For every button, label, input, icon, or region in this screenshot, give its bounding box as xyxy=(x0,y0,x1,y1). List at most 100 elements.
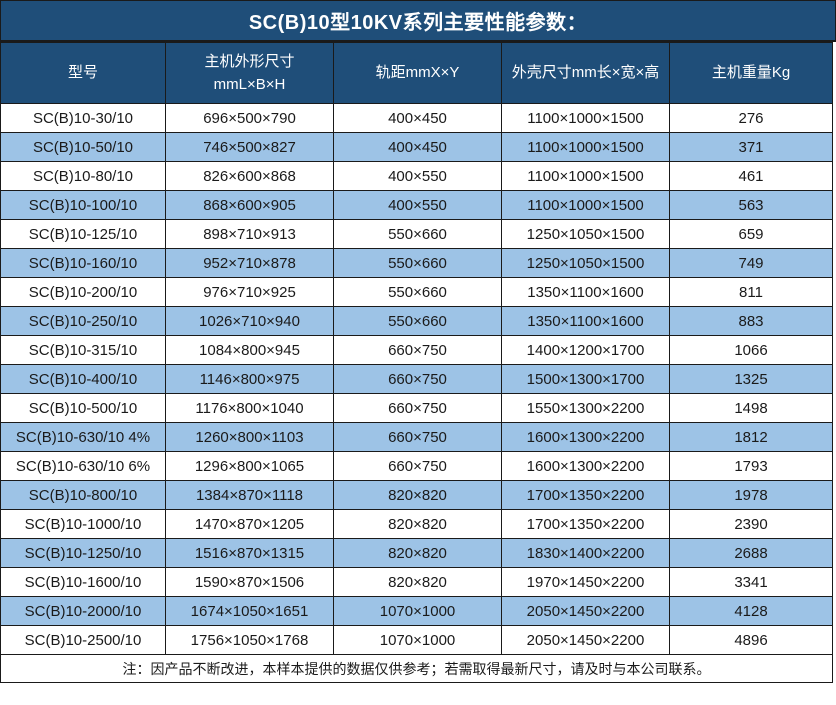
column-header: 主机外形尺寸 mmL×B×H xyxy=(165,42,334,104)
table-row: SC(B)10-80/10 826×600×868 400×550 1100×1000… xyxy=(0,161,833,191)
table-row: SC(B)10-1600/10 1590×870×1506 820×820 1970×… xyxy=(0,567,833,597)
column-header-line: 外壳尺寸mm长×宽×高 xyxy=(511,64,660,82)
table-row: SC(B)10-160/10 952×710×878 550×660 1250×105… xyxy=(0,248,833,278)
table-cell: 1070×1000 xyxy=(333,596,502,626)
table-cell: 820×820 xyxy=(333,480,502,510)
table-cell: 400×450 xyxy=(333,103,502,133)
table-cell: 1146×800×975 xyxy=(165,364,334,394)
table-row: SC(B)10-630/10 4% 1260×800×1103 660×750 160… xyxy=(0,422,833,452)
table-cell: SC(B)10-630/10 6% xyxy=(0,451,166,481)
table-cell: SC(B)10-315/10 xyxy=(0,335,166,365)
table-row: SC(B)10-2000/10 1674×1050×1651 1070×1000 20… xyxy=(0,596,833,626)
table-cell: SC(B)10-30/10 xyxy=(0,103,166,133)
table-cell: 868×600×905 xyxy=(165,190,334,220)
table-cell: 1350×1100×1600 xyxy=(501,277,670,307)
table-cell: 1516×870×1315 xyxy=(165,538,334,568)
table-cell: SC(B)10-100/10 xyxy=(0,190,166,220)
table-cell: 550×660 xyxy=(333,306,502,336)
table-cell: 1700×1350×2200 xyxy=(501,480,670,510)
table-row: SC(B)10-630/10 6% 1296×800×1065 660×750 160… xyxy=(0,451,833,481)
table-cell: 2050×1450×2200 xyxy=(501,596,670,626)
table-cell: 1978 xyxy=(669,480,833,510)
table-row: SC(B)10-125/10 898×710×913 550×660 1250×105… xyxy=(0,219,833,249)
header-row: 型号 主机外形尺寸 mmL×B×H 轨距mmX×Y 外壳尺寸mm长×宽×高 主机重量Kg xyxy=(0,42,833,104)
table-cell: 400×450 xyxy=(333,132,502,162)
table-row: SC(B)10-315/10 1084×800×945 660×750 1400×12… xyxy=(0,335,833,365)
table-cell: 1100×1000×1500 xyxy=(501,132,670,162)
table-cell: 563 xyxy=(669,190,833,220)
column-header-line: 轨距mmX×Y xyxy=(375,64,460,82)
table-row: SC(B)10-50/10 746×500×827 400×450 1100×1000… xyxy=(0,132,833,162)
table-cell: 1970×1450×2200 xyxy=(501,567,670,597)
table-cell: SC(B)10-160/10 xyxy=(0,248,166,278)
table-cell: SC(B)10-2500/10 xyxy=(0,625,166,655)
table-cell: SC(B)10-250/10 xyxy=(0,306,166,336)
column-header: 外壳尺寸mm长×宽×高 xyxy=(501,42,670,104)
table-cell: 4128 xyxy=(669,596,833,626)
table-cell: 1600×1300×2200 xyxy=(501,422,670,452)
table-cell: 1100×1000×1500 xyxy=(501,190,670,220)
table-cell: 3341 xyxy=(669,567,833,597)
table-cell: 1384×870×1118 xyxy=(165,480,334,510)
table-cell: 660×750 xyxy=(333,422,502,452)
table-cell: 1250×1050×1500 xyxy=(501,248,670,278)
spec-table: 型号 主机外形尺寸 mmL×B×H 轨距mmX×Y 外壳尺寸mm长×宽×高 主机重量Kg … xyxy=(0,42,833,683)
table-row: SC(B)10-200/10 976×710×925 550×660 1350×110… xyxy=(0,277,833,307)
table-cell: SC(B)10-1250/10 xyxy=(0,538,166,568)
table-cell: 1350×1100×1600 xyxy=(501,306,670,336)
table-cell: 400×550 xyxy=(333,161,502,191)
table-body: SC(B)10-30/10 696×500×790 400×450 1100×1000… xyxy=(0,103,833,655)
table-cell: 2050×1450×2200 xyxy=(501,625,670,655)
table-cell: 883 xyxy=(669,306,833,336)
table-cell: 550×660 xyxy=(333,248,502,278)
column-header: 主机重量Kg xyxy=(669,42,833,104)
table-cell: 1325 xyxy=(669,364,833,394)
table-cell: SC(B)10-800/10 xyxy=(0,480,166,510)
table-cell: 1830×1400×2200 xyxy=(501,538,670,568)
table-cell: 820×820 xyxy=(333,538,502,568)
table-cell: 1066 xyxy=(669,335,833,365)
column-header-line: 主机外形尺寸 xyxy=(204,52,295,70)
table-cell: 976×710×925 xyxy=(165,277,334,307)
table-cell: 1084×800×945 xyxy=(165,335,334,365)
table-cell: 1400×1200×1700 xyxy=(501,335,670,365)
table-cell: 952×710×878 xyxy=(165,248,334,278)
table-cell: SC(B)10-2000/10 xyxy=(0,596,166,626)
table-cell: SC(B)10-200/10 xyxy=(0,277,166,307)
table-cell: SC(B)10-1600/10 xyxy=(0,567,166,597)
table-cell: 1100×1000×1500 xyxy=(501,161,670,191)
table-cell: 1812 xyxy=(669,422,833,452)
table-cell: 660×750 xyxy=(333,451,502,481)
table-cell: SC(B)10-500/10 xyxy=(0,393,166,423)
table-cell: 746×500×827 xyxy=(165,132,334,162)
footer-note: 注：因产品不断改进，本样本提供的数据仅供参考；若需取得最新尺寸，请及时与本公司联… xyxy=(0,654,833,683)
table-cell: 1498 xyxy=(669,393,833,423)
table-cell: 371 xyxy=(669,132,833,162)
table-cell: 660×750 xyxy=(333,393,502,423)
table-cell: 820×820 xyxy=(333,509,502,539)
table-cell: SC(B)10-125/10 xyxy=(0,219,166,249)
table-cell: SC(B)10-50/10 xyxy=(0,132,166,162)
footer-row: 注：因产品不断改进，本样本提供的数据仅供参考；若需取得最新尺寸，请及时与本公司联… xyxy=(0,654,833,683)
table-cell: SC(B)10-630/10 4% xyxy=(0,422,166,452)
column-header: 型号 xyxy=(0,42,166,104)
table-cell: 2688 xyxy=(669,538,833,568)
table-cell: 1250×1050×1500 xyxy=(501,219,670,249)
table-cell: 660×750 xyxy=(333,364,502,394)
table-cell: 826×600×868 xyxy=(165,161,334,191)
table-row: SC(B)10-250/10 1026×710×940 550×660 1350×11… xyxy=(0,306,833,336)
table-cell: 1026×710×940 xyxy=(165,306,334,336)
table-cell: 461 xyxy=(669,161,833,191)
table-cell: 550×660 xyxy=(333,219,502,249)
table-cell: 1700×1350×2200 xyxy=(501,509,670,539)
table-cell: 749 xyxy=(669,248,833,278)
table-cell: 660×750 xyxy=(333,335,502,365)
table-cell: 400×550 xyxy=(333,190,502,220)
table-cell: 1470×870×1205 xyxy=(165,509,334,539)
table-row: SC(B)10-400/10 1146×800×975 660×750 1500×13… xyxy=(0,364,833,394)
table-cell: 1070×1000 xyxy=(333,625,502,655)
table-row: SC(B)10-500/10 1176×800×1040 660×750 1550×1… xyxy=(0,393,833,423)
page-title: SC(B)10型10KV系列主要性能参数： xyxy=(0,0,836,42)
table-cell: 1793 xyxy=(669,451,833,481)
column-header-line: mmL×B×H xyxy=(213,76,286,93)
